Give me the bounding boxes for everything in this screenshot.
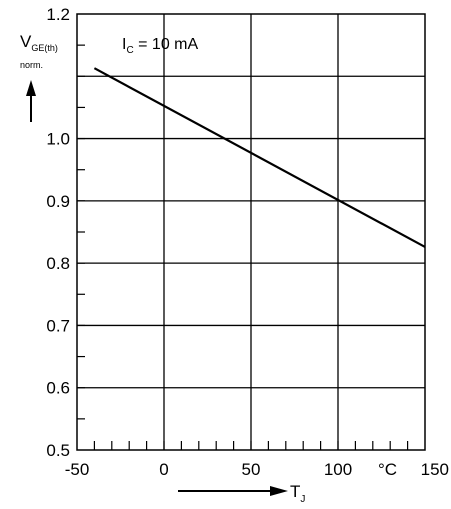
x-tick-label: 50 — [242, 460, 261, 479]
y-axis-norm-label: norm. — [20, 60, 43, 70]
y-tick-label: 0.6 — [46, 379, 70, 398]
y-axis-label: VGE(th) — [20, 32, 58, 53]
grid — [77, 14, 425, 450]
y-tick-label: 1.2 — [46, 5, 70, 24]
annotation: IC = 10 mA — [122, 36, 198, 56]
y-tick-label: 0.9 — [46, 192, 70, 211]
x-axis-label: TJ — [290, 482, 305, 505]
x-axis-unit: °C — [378, 460, 397, 479]
plot-frame — [76, 13, 426, 451]
x-tick-label: -50 — [65, 460, 90, 479]
x-tick-label: 100 — [324, 460, 352, 479]
y-axis-label-sub: GE(th) — [31, 43, 58, 53]
x-tick-labels: -50 0 50 100 150 — [65, 460, 449, 479]
x-tick-label: 0 — [159, 460, 168, 479]
y-tick-label: 0.5 — [46, 441, 70, 460]
y-tick-labels: 0.5 0.6 0.7 0.8 0.9 1.0 1.2 — [46, 5, 70, 460]
y-tick-label: 0.8 — [46, 254, 70, 273]
x-tick-label: 150 — [421, 460, 449, 479]
x-axis-arrow — [178, 486, 288, 496]
minor-ticks — [77, 44, 409, 450]
y-tick-label: 0.7 — [46, 316, 70, 335]
series-line — [93, 67, 426, 248]
y-tick-label: 1.0 — [46, 130, 70, 149]
y-axis-arrow — [26, 80, 36, 122]
